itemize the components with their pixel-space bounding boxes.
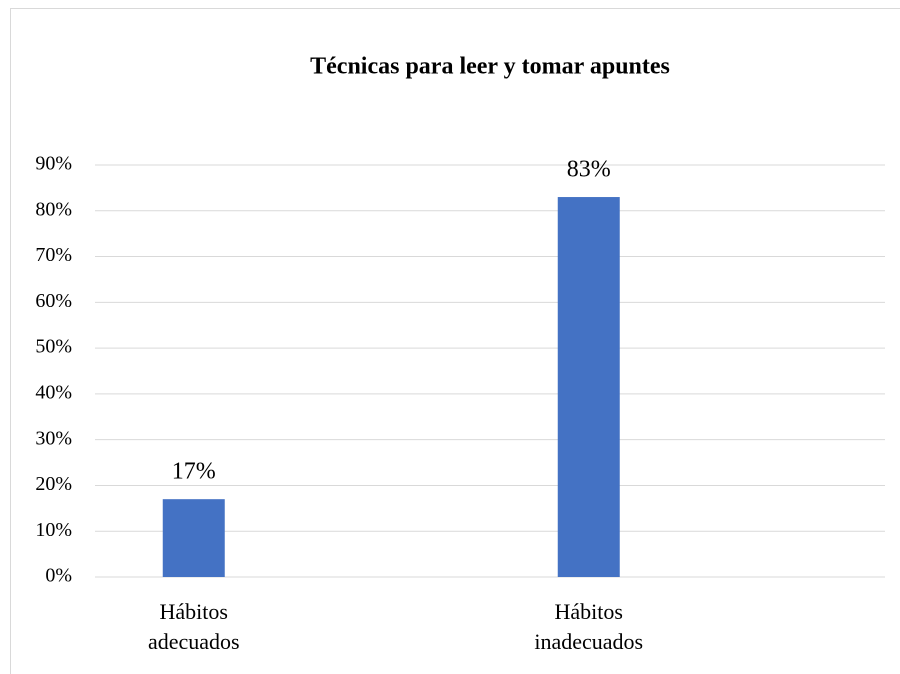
chart-title: Técnicas para leer y tomar apuntes: [310, 54, 670, 80]
y-tick-label: 50%: [35, 336, 72, 358]
data-label: 17%: [172, 459, 216, 485]
y-tick-label: 60%: [35, 290, 72, 312]
bar: [162, 499, 225, 577]
bar: [557, 197, 620, 578]
y-tick-label: 80%: [35, 198, 72, 220]
y-tick-label: 70%: [35, 244, 72, 266]
chart-border: [10, 8, 900, 674]
y-tick-label: 40%: [35, 381, 72, 403]
y-tick-label: 90%: [35, 153, 72, 175]
data-label: 83%: [567, 157, 611, 183]
y-tick-label: 10%: [35, 519, 72, 541]
x-tick-label: Hábitos inadecuados: [534, 599, 644, 654]
y-tick-label: 0%: [45, 565, 72, 587]
y-tick-label: 30%: [35, 427, 72, 449]
y-tick-label: 20%: [35, 473, 72, 495]
x-tick-label: Hábitos adecuados: [147, 599, 240, 654]
